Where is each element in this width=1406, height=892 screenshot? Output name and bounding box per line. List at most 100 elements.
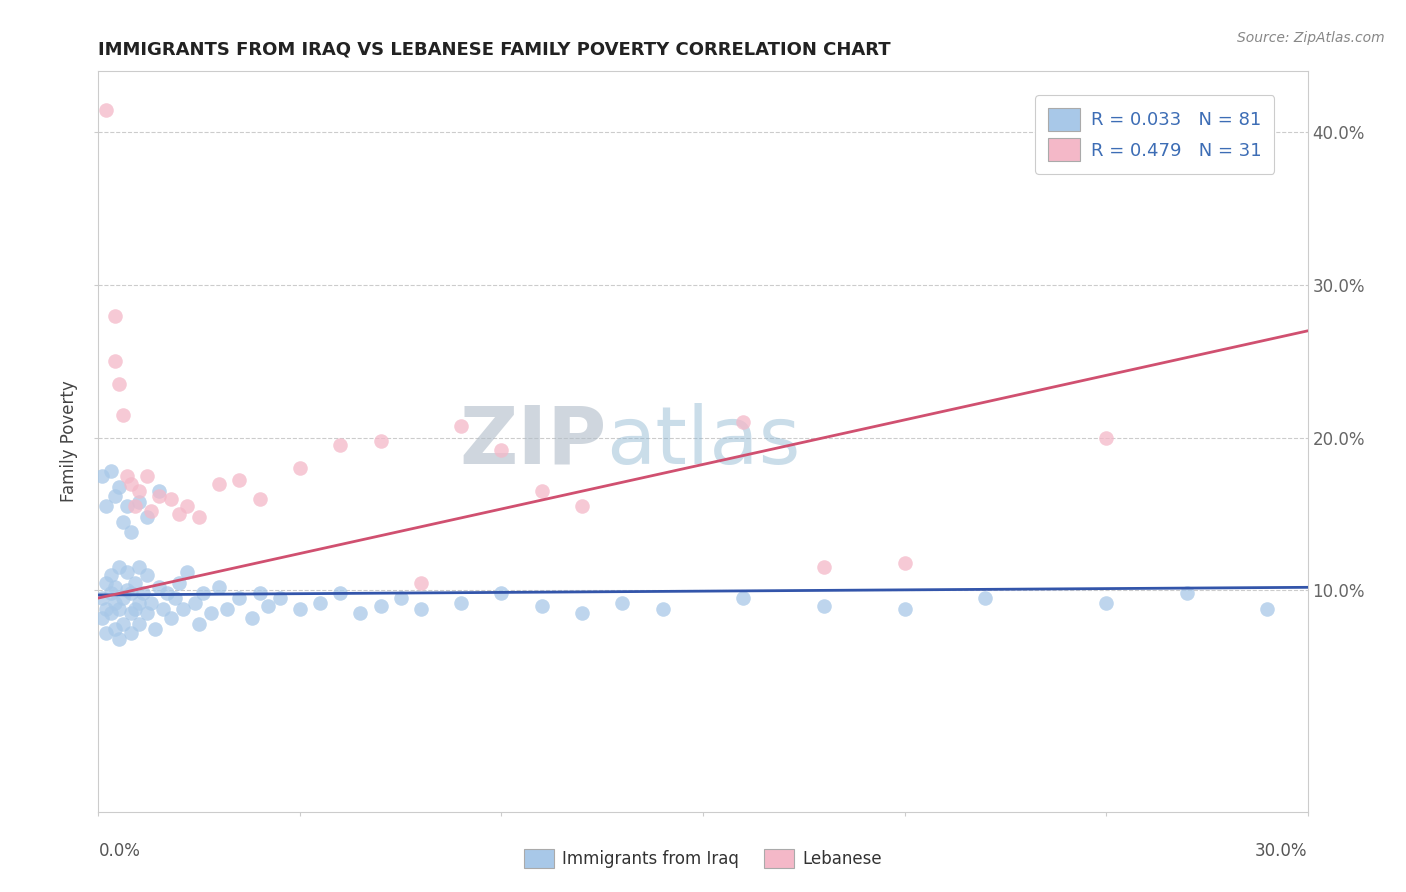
Text: IMMIGRANTS FROM IRAQ VS LEBANESE FAMILY POVERTY CORRELATION CHART: IMMIGRANTS FROM IRAQ VS LEBANESE FAMILY … bbox=[98, 41, 891, 59]
Point bbox=[974, 591, 997, 605]
Point bbox=[893, 556, 915, 570]
Point bbox=[107, 479, 129, 493]
Point bbox=[120, 525, 142, 540]
Point bbox=[1256, 601, 1278, 615]
Point bbox=[135, 607, 157, 621]
Point bbox=[1175, 586, 1198, 600]
Point bbox=[176, 565, 198, 579]
Point bbox=[156, 586, 179, 600]
Point bbox=[167, 507, 190, 521]
Point bbox=[135, 568, 157, 582]
Point bbox=[228, 474, 250, 488]
Point bbox=[128, 560, 150, 574]
Point bbox=[103, 309, 125, 323]
Point bbox=[651, 601, 673, 615]
Point bbox=[124, 500, 146, 514]
Point bbox=[160, 491, 183, 506]
Point bbox=[193, 586, 215, 600]
Point bbox=[107, 632, 129, 647]
Point bbox=[100, 464, 122, 478]
Point bbox=[111, 515, 134, 529]
Point bbox=[100, 568, 122, 582]
Point bbox=[148, 580, 170, 594]
Point bbox=[115, 500, 138, 514]
Point bbox=[132, 586, 155, 600]
Point bbox=[148, 489, 170, 503]
Point bbox=[107, 377, 129, 392]
Point bbox=[91, 611, 114, 625]
Point bbox=[571, 500, 593, 514]
Point bbox=[143, 622, 166, 636]
Point bbox=[370, 434, 392, 448]
Point bbox=[228, 591, 250, 605]
Point bbox=[491, 586, 513, 600]
Point bbox=[128, 617, 150, 632]
Point bbox=[128, 495, 150, 509]
Text: ZIP: ZIP bbox=[458, 402, 606, 481]
Point bbox=[1095, 431, 1118, 445]
Text: 0.0%: 0.0% bbox=[98, 842, 141, 860]
Point bbox=[103, 489, 125, 503]
Point bbox=[124, 601, 146, 615]
Point bbox=[249, 491, 271, 506]
Point bbox=[240, 611, 263, 625]
Point bbox=[152, 601, 174, 615]
Point bbox=[309, 596, 332, 610]
Point bbox=[115, 583, 138, 598]
Point bbox=[176, 500, 198, 514]
Point bbox=[135, 469, 157, 483]
Point bbox=[96, 500, 118, 514]
Point bbox=[163, 591, 186, 605]
Text: 30.0%: 30.0% bbox=[1256, 842, 1308, 860]
Y-axis label: Family Poverty: Family Poverty bbox=[60, 381, 79, 502]
Point bbox=[188, 510, 211, 524]
Point bbox=[148, 484, 170, 499]
Legend: R = 0.033   N = 81, R = 0.479   N = 31: R = 0.033 N = 81, R = 0.479 N = 31 bbox=[1035, 95, 1274, 174]
Point bbox=[128, 596, 150, 610]
Point bbox=[571, 607, 593, 621]
Point bbox=[96, 103, 118, 117]
Point bbox=[111, 408, 134, 422]
Point bbox=[96, 575, 118, 590]
Point bbox=[491, 442, 513, 457]
Point bbox=[612, 596, 634, 610]
Point bbox=[111, 591, 134, 605]
Point bbox=[184, 596, 207, 610]
Point bbox=[120, 476, 142, 491]
Point bbox=[120, 607, 142, 621]
Point bbox=[208, 476, 231, 491]
Point bbox=[893, 601, 915, 615]
Point bbox=[288, 461, 311, 475]
Point bbox=[120, 626, 142, 640]
Point bbox=[530, 599, 553, 613]
Point bbox=[111, 617, 134, 632]
Point bbox=[115, 469, 138, 483]
Text: atlas: atlas bbox=[606, 402, 800, 481]
Point bbox=[329, 438, 352, 452]
Point bbox=[103, 354, 125, 368]
Point bbox=[813, 599, 835, 613]
Point bbox=[100, 607, 122, 621]
Point bbox=[349, 607, 371, 621]
Point bbox=[115, 565, 138, 579]
Point bbox=[249, 586, 271, 600]
Point bbox=[530, 484, 553, 499]
Point bbox=[450, 418, 472, 433]
Point bbox=[120, 586, 142, 600]
Point bbox=[160, 611, 183, 625]
Point bbox=[450, 596, 472, 610]
Point bbox=[128, 484, 150, 499]
Point bbox=[1095, 596, 1118, 610]
Point bbox=[107, 601, 129, 615]
Point bbox=[288, 601, 311, 615]
Point bbox=[100, 586, 122, 600]
Point bbox=[139, 596, 162, 610]
Text: Source: ZipAtlas.com: Source: ZipAtlas.com bbox=[1237, 31, 1385, 45]
Point bbox=[96, 626, 118, 640]
Point bbox=[172, 601, 194, 615]
Point bbox=[135, 510, 157, 524]
Point bbox=[329, 586, 352, 600]
Legend: Immigrants from Iraq, Lebanese: Immigrants from Iraq, Lebanese bbox=[517, 842, 889, 875]
Point bbox=[96, 601, 118, 615]
Point bbox=[188, 617, 211, 632]
